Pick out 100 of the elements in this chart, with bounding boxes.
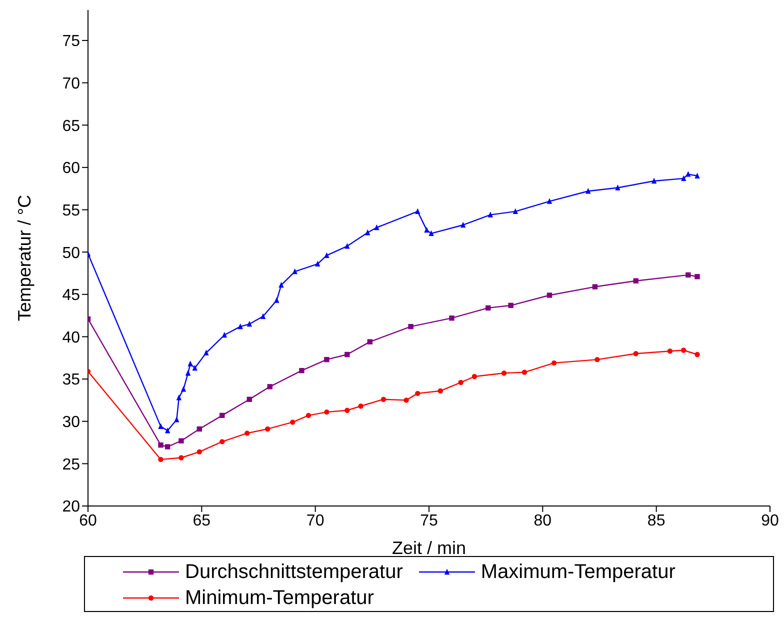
point xyxy=(546,198,552,204)
x-tick-label: 65 xyxy=(192,512,211,530)
legend-label: Minimum-Temperatur xyxy=(185,586,374,611)
point xyxy=(460,222,466,228)
point xyxy=(651,178,657,184)
point xyxy=(344,352,350,358)
point xyxy=(292,268,298,274)
point xyxy=(204,350,209,356)
point xyxy=(438,388,443,394)
point xyxy=(344,408,350,413)
point xyxy=(424,226,430,233)
x-tick-label: 75 xyxy=(420,512,438,530)
point xyxy=(238,323,243,330)
point xyxy=(522,370,528,375)
point xyxy=(374,224,380,230)
x-tick-label: 85 xyxy=(647,512,666,530)
point xyxy=(164,444,170,450)
y-tick-label: 75 xyxy=(62,33,80,50)
point xyxy=(196,449,202,454)
y-tick-label: 70 xyxy=(62,75,80,92)
y-tick-label: 50 xyxy=(62,244,80,262)
legend-label: Durchschnittstemperatur xyxy=(185,560,403,585)
point xyxy=(594,356,600,362)
x-axis-title: Zeit / min xyxy=(392,538,466,558)
point xyxy=(404,398,409,403)
point xyxy=(428,230,434,236)
point xyxy=(358,404,364,409)
point xyxy=(260,313,266,320)
x-tick-label: 80 xyxy=(534,512,552,530)
point xyxy=(633,278,638,284)
point xyxy=(694,172,700,178)
point xyxy=(196,426,202,432)
point xyxy=(546,292,552,298)
point xyxy=(686,272,691,278)
point xyxy=(222,332,227,338)
point xyxy=(415,390,420,396)
point xyxy=(633,351,638,356)
point xyxy=(188,360,193,366)
point xyxy=(158,423,164,430)
point xyxy=(158,456,164,462)
y-axis-title: Temperatur / °C xyxy=(14,194,34,322)
point xyxy=(324,409,330,415)
point xyxy=(508,302,514,308)
point xyxy=(415,208,420,214)
legend-label: Maximum-Temperatur xyxy=(480,560,676,585)
y-tick-label: 65 xyxy=(62,118,80,135)
x-tick-label: 90 xyxy=(761,512,779,530)
point xyxy=(290,420,296,425)
point xyxy=(180,386,186,392)
point xyxy=(278,282,284,288)
point xyxy=(586,188,591,194)
point xyxy=(244,430,250,436)
y-tick-label: 40 xyxy=(62,329,80,346)
point xyxy=(667,348,673,354)
point xyxy=(681,348,686,353)
x-tick-label: 60 xyxy=(79,512,97,530)
y-tick-label: 45 xyxy=(62,287,80,304)
point xyxy=(408,324,414,330)
point xyxy=(176,394,182,400)
point xyxy=(365,229,370,236)
point xyxy=(246,320,252,327)
point xyxy=(246,396,252,402)
y-tick-label: 60 xyxy=(62,160,80,178)
y-tick-label: 35 xyxy=(62,372,80,389)
point xyxy=(164,427,170,434)
point xyxy=(344,242,350,249)
point xyxy=(458,380,464,386)
point xyxy=(315,260,320,267)
x-tick-label: 70 xyxy=(306,512,324,530)
y-tick-label: 25 xyxy=(62,456,80,474)
point xyxy=(512,208,518,214)
point xyxy=(220,439,225,444)
point xyxy=(324,356,330,362)
point xyxy=(324,252,330,258)
point xyxy=(306,412,312,418)
point xyxy=(220,412,225,418)
point xyxy=(299,368,304,374)
y-tick-label: 30 xyxy=(62,414,80,432)
point xyxy=(681,175,686,182)
point xyxy=(615,184,620,190)
point xyxy=(267,384,272,390)
y-tick-label: 55 xyxy=(62,202,80,220)
point xyxy=(488,212,493,218)
point xyxy=(551,360,557,366)
point xyxy=(178,438,184,444)
point xyxy=(274,297,280,303)
point xyxy=(367,339,372,344)
point xyxy=(185,370,191,376)
y-tick-label: 20 xyxy=(62,498,80,516)
point xyxy=(380,396,386,402)
point xyxy=(592,284,598,290)
point xyxy=(686,171,691,177)
point xyxy=(192,364,198,371)
point xyxy=(472,374,478,380)
point xyxy=(486,305,491,311)
point xyxy=(449,315,454,321)
point xyxy=(501,370,507,376)
point xyxy=(178,455,184,460)
point xyxy=(694,274,700,280)
point xyxy=(694,352,700,358)
